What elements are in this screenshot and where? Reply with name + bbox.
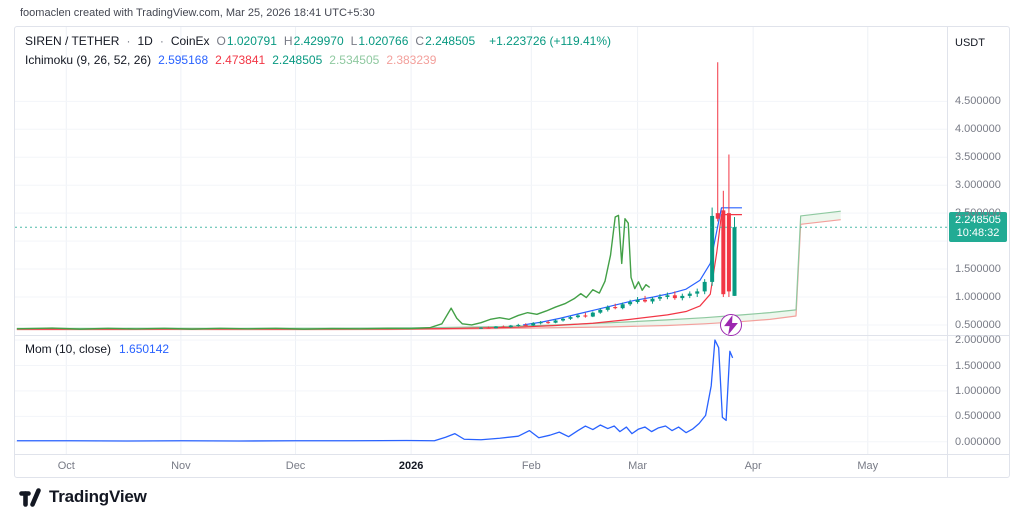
attribution-text: foomaclen created with TradingView.com, …	[20, 7, 375, 19]
tradingview-logo[interactable]: TradingView	[18, 485, 147, 509]
momentum-pane[interactable]: Mom (10, close) 1.650142	[15, 336, 947, 454]
ohlc-c: C2.248505	[415, 34, 476, 48]
price-axis-label: 2.500000	[955, 207, 1001, 220]
price-axis-label: 1.000000	[955, 290, 1001, 303]
time-axis[interactable]: Oct Nov Dec 2026 Feb Mar Apr May	[15, 455, 947, 477]
time-axis-divider	[15, 454, 1009, 455]
momentum-legend[interactable]: Mom (10, close) 1.650142	[25, 342, 169, 356]
current-price-badge: 2.248505 10:48:32	[949, 212, 1007, 243]
price-axis-label: 3.000000	[955, 179, 1001, 192]
ichimoku-value: 2.595168	[158, 53, 209, 67]
ichimoku-values: 2.595168 2.473841 2.248505 2.534505 2.383239	[158, 53, 443, 67]
price-axis-label: 4.000000	[955, 123, 1001, 136]
time-axis-label-nov: Nov	[171, 460, 191, 472]
ichimoku-value: 2.383239	[386, 53, 437, 67]
ichimoku-title[interactable]: Ichimoku (9, 26, 52, 26)	[25, 53, 152, 67]
momentum-chart-canvas[interactable]	[15, 336, 947, 454]
separator-dot: ·	[126, 34, 131, 48]
time-axis-label-feb: Feb	[521, 460, 541, 472]
main-price-pane[interactable]: SIREN / TETHER · 1D · CoinEx O1.020791 H2…	[15, 27, 947, 336]
price-axis-label: 1.500000	[955, 263, 1001, 276]
price-axis-label: 4.500000	[955, 95, 1001, 108]
ichimoku-value: 2.534505	[329, 53, 380, 67]
separator-dot: ·	[159, 34, 164, 48]
momentum-value: 1.650142	[119, 342, 170, 356]
mom-axis-label: 1.000000	[955, 384, 1001, 397]
price-axis-label: 3.500000	[955, 151, 1001, 164]
price-axis-divider	[947, 27, 948, 477]
momentum-title[interactable]: Mom (10, close)	[25, 342, 112, 356]
ichimoku-value: 2.473841	[215, 53, 266, 67]
time-axis-label-mar: Mar	[628, 460, 648, 472]
time-axis-label-may: May	[857, 460, 879, 472]
axis-currency-label: USDT	[955, 37, 985, 49]
mom-axis-label: 0.500000	[955, 410, 1001, 423]
badge-countdown: 10:48:32	[956, 227, 1000, 240]
ohlc-o: O1.020791	[216, 34, 277, 48]
ichimoku-value: 2.248505	[272, 53, 323, 67]
exchange-label: CoinEx	[170, 34, 210, 48]
badge-price: 2.248505	[955, 214, 1001, 227]
time-axis-label-2026: 2026	[398, 460, 424, 472]
pane-divider[interactable]	[15, 335, 1009, 336]
mom-axis-label: 0.000000	[955, 435, 1001, 448]
time-axis-label-dec: Dec	[285, 460, 306, 472]
chart-legend: SIREN / TETHER · 1D · CoinEx O1.020791 H2…	[25, 34, 611, 72]
interval-label[interactable]: 1D	[137, 34, 153, 48]
ohlc-h: H2.429970	[283, 34, 344, 48]
chart-widget: SIREN / TETHER · 1D · CoinEx O1.020791 H2…	[14, 26, 1010, 478]
time-axis-label-oct: Oct	[57, 460, 75, 472]
lightning-icon	[723, 314, 738, 335]
mom-axis-label: 1.500000	[955, 359, 1001, 372]
symbol-legend-row[interactable]: SIREN / TETHER · 1D · CoinEx O1.020791 H2…	[25, 34, 611, 48]
flash-event-marker[interactable]	[719, 313, 742, 336]
time-axis-label-apr: Apr	[744, 460, 762, 472]
main-chart-canvas[interactable]	[15, 27, 947, 335]
tradingview-wordmark: TradingView	[49, 487, 147, 506]
symbol-title[interactable]: SIREN / TETHER	[25, 34, 120, 48]
ohlc-l: L1.020766	[350, 34, 409, 48]
tradingview-logo-icon	[19, 488, 41, 507]
ohlc-values: O1.020791 H2.429970 L1.020766 C2.248505	[217, 34, 483, 48]
ichimoku-legend-row[interactable]: Ichimoku (9, 26, 52, 26) 2.595168 2.47384…	[25, 53, 611, 67]
change-value: +1.223726 (+119.41%)	[489, 34, 611, 48]
price-axis[interactable]: USDT 2.248505 10:48:32 4.500000 4.000000 3…	[948, 27, 1009, 454]
mom-axis-label: 2.000000	[955, 334, 1001, 347]
price-axis-label: 0.500000	[955, 318, 1001, 331]
